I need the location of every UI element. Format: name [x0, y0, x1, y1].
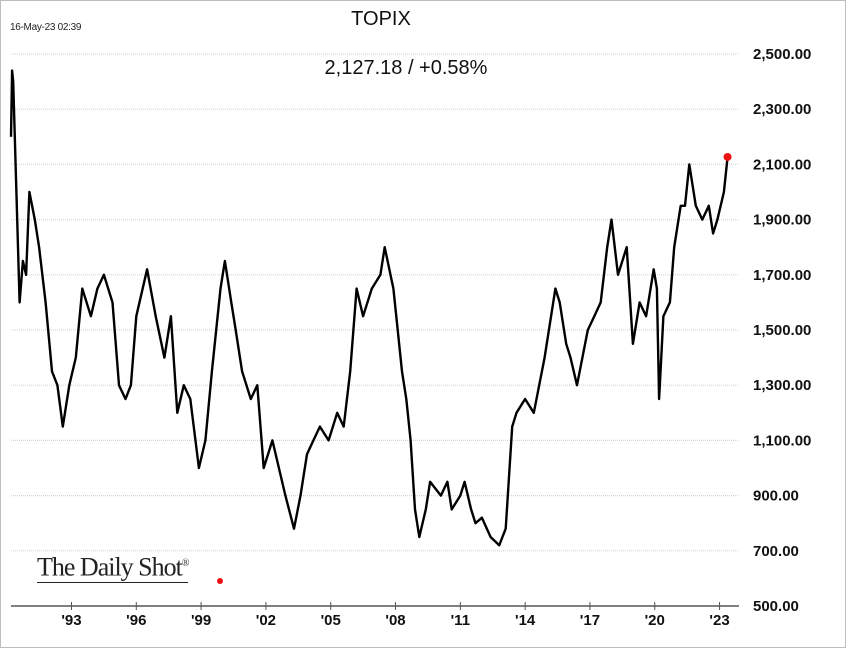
y-tick-label: 900.00: [753, 488, 799, 505]
y-tick-label: 700.00: [753, 543, 799, 560]
x-tick-label: '02: [256, 612, 276, 629]
chart-title: TOPIX: [351, 8, 411, 30]
chart-subtitle: 2,127.18 / +0.58%: [301, 57, 511, 80]
x-tick-label: '17: [580, 612, 600, 629]
timestamp: 16-May-23 02:39: [10, 22, 82, 33]
y-tick-label: 500.00: [753, 598, 799, 615]
y-tick-label: 2,500.00: [753, 46, 811, 63]
x-tick-label: '20: [645, 612, 665, 629]
logo-dot-icon: [217, 578, 223, 584]
last-value-marker: [723, 152, 732, 161]
y-tick-label: 1,900.00: [753, 212, 811, 229]
y-tick-label: 1,100.00: [753, 432, 811, 449]
y-tick-label: 2,300.00: [753, 101, 811, 118]
y-tick-label: 2,100.00: [753, 156, 811, 173]
y-tick-label: 1,700.00: [753, 267, 811, 284]
series-line-topix: [9, 69, 729, 547]
x-tick-label: '23: [709, 612, 729, 629]
x-tick-label: '99: [191, 612, 211, 629]
x-tick-label: '11: [451, 612, 470, 629]
x-tick-label: '96: [126, 612, 146, 629]
x-tick-label: '05: [321, 612, 341, 629]
y-tick-label: 1,500.00: [753, 322, 811, 339]
daily-shot-logo: The Daily Shot®: [37, 550, 189, 583]
y-tick-label: 1,300.00: [753, 377, 811, 394]
x-tick-label: '93: [61, 612, 81, 629]
x-tick-label: '14: [515, 612, 536, 629]
logo-text: The Daily Shot: [37, 552, 183, 582]
x-tick-label: '08: [385, 612, 405, 629]
